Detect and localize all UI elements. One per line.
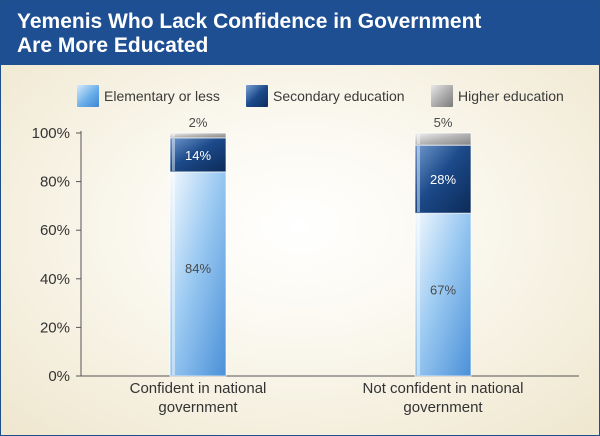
bar-confident-elementary [169,171,227,377]
bar-not-confident-secondary [414,144,472,214]
legend-item-higher: Higher education [431,81,564,111]
legend-item-elementary: Elementary or less [77,81,220,111]
x-tick-label-confident-line-1: Confident in national [129,380,267,397]
chart-title-line-2: Are More Educated [17,34,209,57]
data-label-not-confident-elementary: 67% [430,283,456,298]
bar-confident-secondary [169,137,227,173]
title-banner: Yemenis Who Lack Confidence in Governmen… [1,1,599,65]
data-label-confident-higher: 2% [189,115,208,130]
bar-not-confident-higher-highlight [417,134,420,145]
bar-confident-higher-highlight [172,134,175,137]
chart-title-line-1: Yemenis Who Lack Confidence in Governmen… [17,10,482,33]
legend-swatch-higher [431,85,453,107]
legend-swatch-secondary [246,85,268,107]
bar-not-confident-secondary-highlight [417,146,420,213]
legend-label-higher: Higher education [458,88,564,104]
legend-label-secondary: Secondary education [273,88,405,104]
x-tick-label-confident-line-2: government [158,399,238,416]
bar-confident-secondary-highlight [172,138,175,171]
bar-confident-elementary-highlight [172,172,175,375]
legend-swatch-elementary [77,85,99,107]
data-label-not-confident-secondary: 28% [430,172,456,187]
bar-not-confident-elementary [414,212,472,377]
bar-not-confident-higher [414,132,472,146]
y-tick-label: 20% [40,319,70,336]
x-tick-label-confident: Confident in national government [98,379,298,417]
x-tick-label-not-confident-line-2: government [403,399,483,416]
legend: Elementary or less Secondary education H… [1,81,599,111]
y-tick-label: 0% [48,368,70,385]
bar-confident-higher [169,132,227,139]
y-tick-label: 40% [40,271,70,288]
data-label-not-confident-higher: 5% [434,115,453,130]
y-tick-label: 60% [40,222,70,239]
data-label-confident-elementary: 84% [185,261,211,276]
y-tick-label: 80% [40,174,70,191]
y-tick-label: 100% [32,125,70,142]
bar-not-confident-elementary-highlight [417,214,420,375]
data-label-confident-secondary: 14% [185,148,211,163]
legend-label-elementary: Elementary or less [104,88,220,104]
x-tick-label-not-confident-line-1: Not confident in national [362,380,524,397]
legend-item-secondary: Secondary education [246,81,405,111]
chart-title: Yemenis Who Lack Confidence in Governmen… [17,10,537,58]
x-tick-label-not-confident: Not confident in national government [343,379,543,417]
